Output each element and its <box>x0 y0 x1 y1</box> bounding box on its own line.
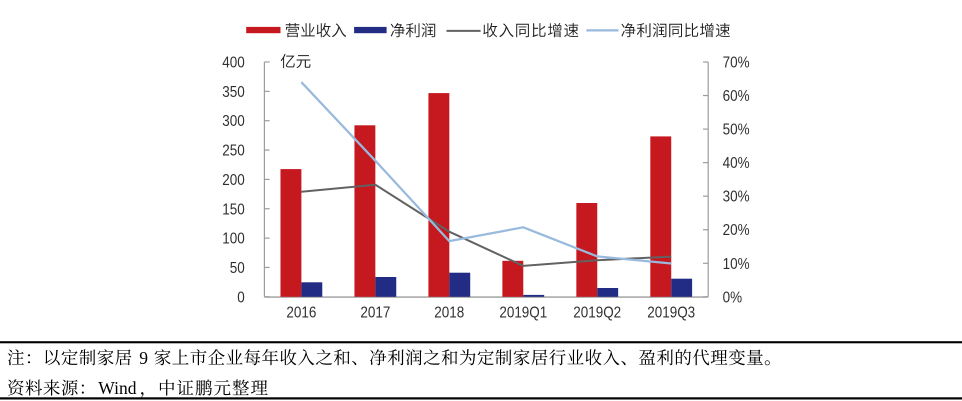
svg-text:250: 250 <box>222 143 245 160</box>
svg-text:0%: 0% <box>723 289 743 306</box>
svg-text:50: 50 <box>230 260 245 277</box>
svg-text:50%: 50% <box>723 122 750 139</box>
svg-text:10%: 10% <box>723 256 750 273</box>
svg-text:200: 200 <box>222 172 245 189</box>
svg-text:150: 150 <box>222 201 245 218</box>
svg-text:60%: 60% <box>723 88 750 105</box>
svg-text:30%: 30% <box>723 189 750 206</box>
svg-text:100: 100 <box>222 231 245 248</box>
svg-text:9: 9 <box>139 348 148 368</box>
svg-text:Wind: Wind <box>98 378 136 398</box>
svg-text:350: 350 <box>222 84 245 101</box>
svg-text:2019Q2: 2019Q2 <box>573 305 621 322</box>
svg-text:2017: 2017 <box>360 305 390 322</box>
svg-text:2019Q3: 2019Q3 <box>647 305 695 322</box>
svg-text:0: 0 <box>237 289 245 306</box>
svg-text:2019Q1: 2019Q1 <box>499 305 547 322</box>
svg-text:70%: 70% <box>723 55 750 72</box>
svg-text:2018: 2018 <box>434 305 464 322</box>
svg-text:20%: 20% <box>723 222 750 239</box>
svg-text:400: 400 <box>222 55 245 72</box>
svg-text:40%: 40% <box>723 155 750 172</box>
svg-text:2016: 2016 <box>286 305 316 322</box>
svg-text:300: 300 <box>222 113 245 130</box>
